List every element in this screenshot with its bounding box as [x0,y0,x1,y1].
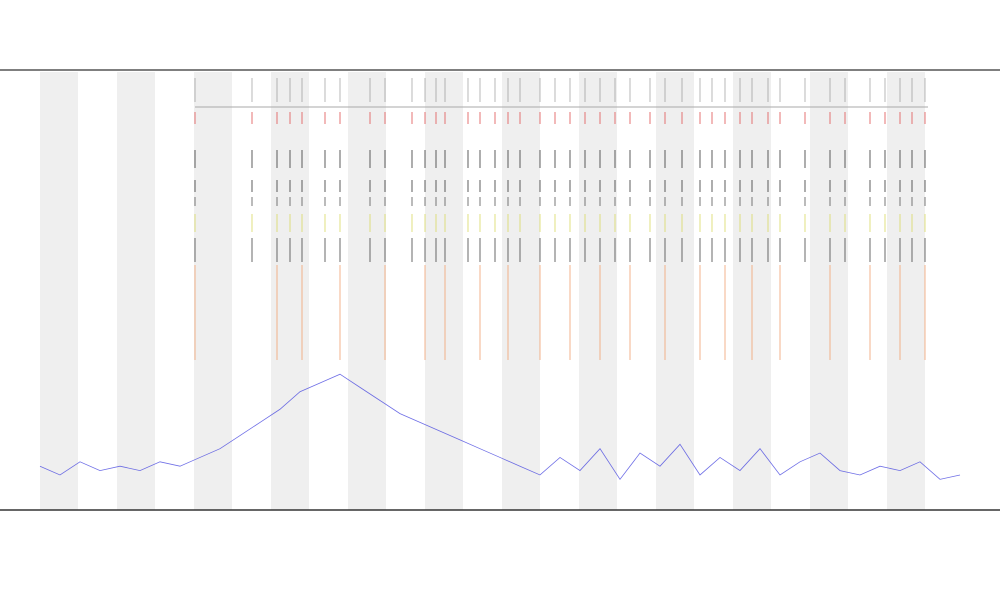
band [425,72,463,510]
band [194,72,232,510]
band [40,72,78,510]
band [579,72,617,510]
data-line [39,373,961,481]
band [887,72,925,510]
band [656,72,694,510]
band [117,72,155,510]
band [348,72,386,510]
band [810,72,848,510]
